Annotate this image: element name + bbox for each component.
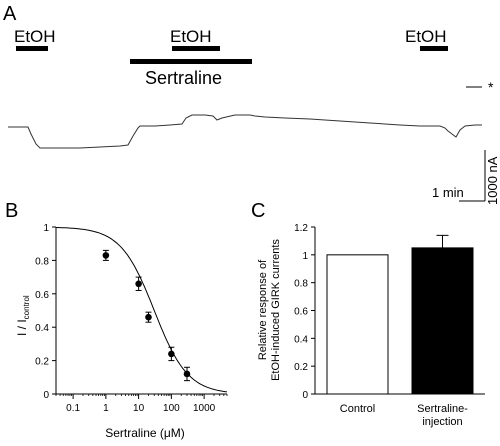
panel-c-category-label: Sertraline- — [417, 403, 468, 415]
panel-c-y-tick-label: 0.2 — [294, 362, 308, 373]
panel-b-data-point — [102, 252, 110, 259]
etoh-bar-3 — [420, 46, 448, 51]
panel-b-xlabel: Sertraline (μM) — [105, 426, 185, 440]
panel-c-y-tick-label: 0.6 — [294, 307, 308, 318]
panel-b-y-tick-label: 0.8 — [35, 256, 49, 267]
panel-a-letter: A — [3, 3, 17, 25]
panel-b-data-point — [168, 350, 175, 358]
time-scale-label: 1 min — [432, 185, 464, 200]
panel-b-x-tick-label: 1 — [103, 403, 109, 414]
panel-b-x-tick-label: 100 — [163, 403, 180, 414]
panel-b-data-point — [135, 280, 142, 288]
panel-c-ylabel-line1: Relative response of — [257, 259, 269, 360]
current-scale-label: 1000 nA — [485, 156, 500, 205]
panel-b-axes: 0 0.2 0.4 0.6 0.8 1 0.1 1 10 100 1000 — [35, 223, 228, 414]
panel-b-ylabel-sub: control — [22, 295, 31, 319]
panel-b: B 0 0.2 0.4 0.6 0.8 1 0.1 1 10 100 1000 I / Icontr… — [5, 200, 228, 440]
panel-c-letter: C — [251, 200, 265, 222]
panel-c-y-tick-label: 1.2 — [294, 223, 308, 234]
panel-c-y-tick-label: 0 — [302, 390, 308, 401]
panel-c: C 0 0.2 0.4 0.6 0.8 1 1.2 Control Sertraline-in… — [251, 200, 485, 428]
panel-c-bar — [326, 254, 389, 395]
panel-a: A EtOH EtOH EtOH Sertraline * 1 min 1000… — [3, 3, 500, 205]
panel-c-y-tick-label: 1 — [302, 251, 308, 262]
panel-b-x-tick-label: 10 — [133, 403, 145, 414]
panel-c-category-label: Control — [340, 403, 375, 415]
panel-c-axes: 0 0.2 0.4 0.6 0.8 1 1.2 — [294, 223, 485, 401]
sertraline-bar-label: Sertraline — [145, 68, 222, 88]
panel-b-y-tick-label: 0.6 — [35, 290, 49, 301]
etoh-bar-1 — [16, 46, 48, 51]
panel-b-y-tick-label: 0 — [43, 390, 49, 401]
panel-c-bars: Control Sertraline-injection — [326, 234, 474, 428]
panel-b-x-tick-label: 1000 — [193, 403, 216, 414]
panel-c-y-tick-label: 0.4 — [294, 334, 308, 345]
panel-b-y-tick-label: 0.2 — [35, 357, 49, 368]
panel-c-bar — [411, 247, 474, 395]
panel-b-x-tick-label: 0.1 — [66, 403, 80, 414]
etoh-bar-2 — [172, 46, 220, 51]
current-trace — [8, 114, 482, 149]
etoh-label-3: EtOH — [405, 27, 447, 46]
panel-b-ylabel-main: I / I — [15, 319, 29, 336]
panel-b-y-tick-label: 0.4 — [35, 323, 49, 334]
panel-b-data-point — [145, 313, 152, 321]
panel-c-ylabel-line2: EtOH-induced GIRK currents — [270, 239, 282, 381]
etoh-label-1: EtOH — [14, 27, 56, 46]
etoh-label-2: EtOH — [170, 27, 212, 46]
panel-b-fit-curve — [56, 227, 228, 393]
panel-b-y-tick-label: 1 — [43, 223, 49, 234]
panel-b-data-point — [183, 370, 191, 378]
panel-b-fit-curve-group — [56, 227, 228, 393]
panel-c-category-label-line2: injection — [422, 416, 462, 428]
panel-b-letter: B — [5, 200, 18, 222]
panel-b-data-points — [102, 249, 191, 382]
sertraline-bar — [130, 59, 252, 64]
panel-b-ylabel: I / Icontrol — [15, 295, 31, 336]
asterisk-mark: * — [488, 79, 494, 95]
panel-c-y-tick-label: 0.8 — [294, 279, 308, 290]
